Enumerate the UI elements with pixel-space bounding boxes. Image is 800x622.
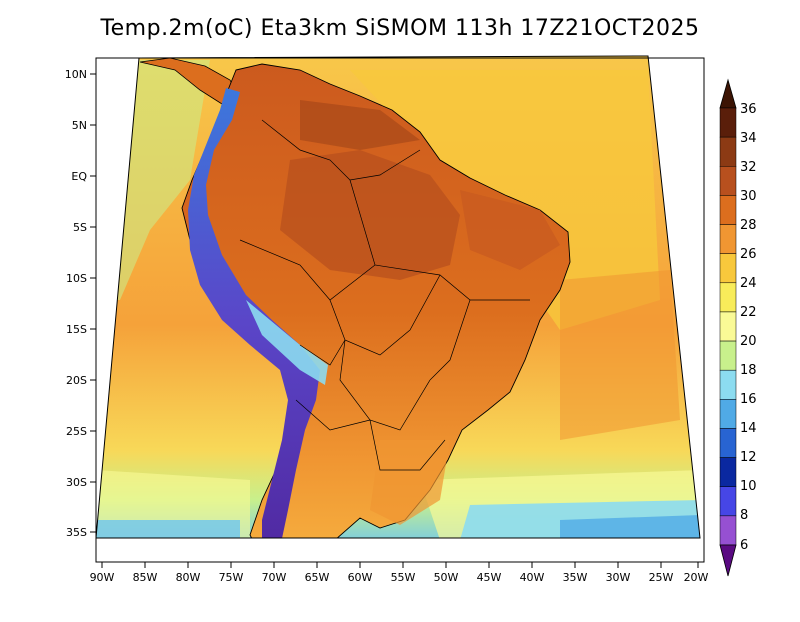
colorbar: 36 34 32 30 28 26 24 22 20 18 16 14 12 1… xyxy=(719,78,757,577)
colorbar-label: 14 xyxy=(740,421,757,436)
colorbar-label: 20 xyxy=(740,334,757,349)
colorbar-label: 6 xyxy=(740,538,748,553)
colorbar-swatch xyxy=(719,515,737,546)
colorbar-swatch xyxy=(719,166,737,196)
colorbar-label: 26 xyxy=(740,247,757,262)
colorbar-max-arrow xyxy=(719,78,737,109)
longitude-axis: 90W 85W 80W 75W 70W 65W 60W 55W 50W 45W … xyxy=(90,562,709,584)
lat-label: 5S xyxy=(73,221,87,234)
colorbar-swatch xyxy=(719,311,737,342)
colorbar-swatch xyxy=(719,369,737,400)
lon-label: 80W xyxy=(176,571,201,584)
colorbar-label: 24 xyxy=(740,276,757,291)
colorbar-swatch xyxy=(719,253,737,284)
latitude-axis: 10N 5N EQ 5S 10S 15S 20S 25S 30S 35S xyxy=(65,68,96,539)
lon-label: 65W xyxy=(305,571,330,584)
lat-label: 25S xyxy=(66,425,87,438)
colorbar-swatch xyxy=(719,282,737,313)
map-title: Temp.2m(oC) Eta3km SiSMOM 113h 17Z21OCT2… xyxy=(100,16,700,41)
temperature-field xyxy=(96,56,700,538)
colorbar-swatch xyxy=(719,340,737,371)
lon-label: 85W xyxy=(133,571,158,584)
lat-label: 35S xyxy=(66,526,87,539)
lon-label: 45W xyxy=(477,571,502,584)
lon-label: 40W xyxy=(520,571,545,584)
lon-label: 25W xyxy=(649,571,674,584)
colorbar-swatch xyxy=(719,224,737,254)
lon-label: 35W xyxy=(563,571,588,584)
colorbar-label: 32 xyxy=(740,160,757,175)
colorbar-swatch xyxy=(719,136,737,167)
colorbar-label: 36 xyxy=(740,102,757,117)
lon-label: 90W xyxy=(90,571,115,584)
axis-frame xyxy=(95,57,705,563)
colorbar-min-arrow xyxy=(719,544,737,577)
lat-label: 30S xyxy=(66,476,87,489)
colorbar-label: 10 xyxy=(740,479,757,494)
lon-label: 75W xyxy=(219,571,244,584)
colorbar-label: 12 xyxy=(740,450,757,465)
colorbar-swatch xyxy=(719,486,737,517)
lon-label: 50W xyxy=(434,571,459,584)
colorbar-swatch xyxy=(719,399,737,429)
lat-label: 5N xyxy=(72,119,87,132)
colorbar-label: 18 xyxy=(740,363,757,378)
colorbar-label: 30 xyxy=(740,189,757,204)
lat-label: 20S xyxy=(66,374,87,387)
lat-label: 15S xyxy=(66,323,87,336)
lat-label: EQ xyxy=(71,170,87,183)
colorbar-label: 16 xyxy=(740,392,757,407)
lat-label: 10S xyxy=(66,272,87,285)
colorbar-label: 8 xyxy=(740,508,748,523)
lon-label: 70W xyxy=(262,571,287,584)
lat-label: 10N xyxy=(65,68,87,81)
lon-label: 60W xyxy=(348,571,373,584)
colorbar-swatch xyxy=(719,107,737,138)
map-frame xyxy=(95,55,701,539)
colorbar-swatch xyxy=(719,457,737,487)
colorbar-swatch xyxy=(719,195,737,225)
colorbar-label: 34 xyxy=(740,131,757,146)
colorbar-swatch xyxy=(719,428,737,458)
colorbar-label: 22 xyxy=(740,305,757,320)
lon-label: 30W xyxy=(606,571,631,584)
lon-label: 20W xyxy=(684,571,709,584)
lon-label: 55W xyxy=(391,571,416,584)
country-borders xyxy=(239,119,530,471)
colorbar-label: 28 xyxy=(740,218,757,233)
